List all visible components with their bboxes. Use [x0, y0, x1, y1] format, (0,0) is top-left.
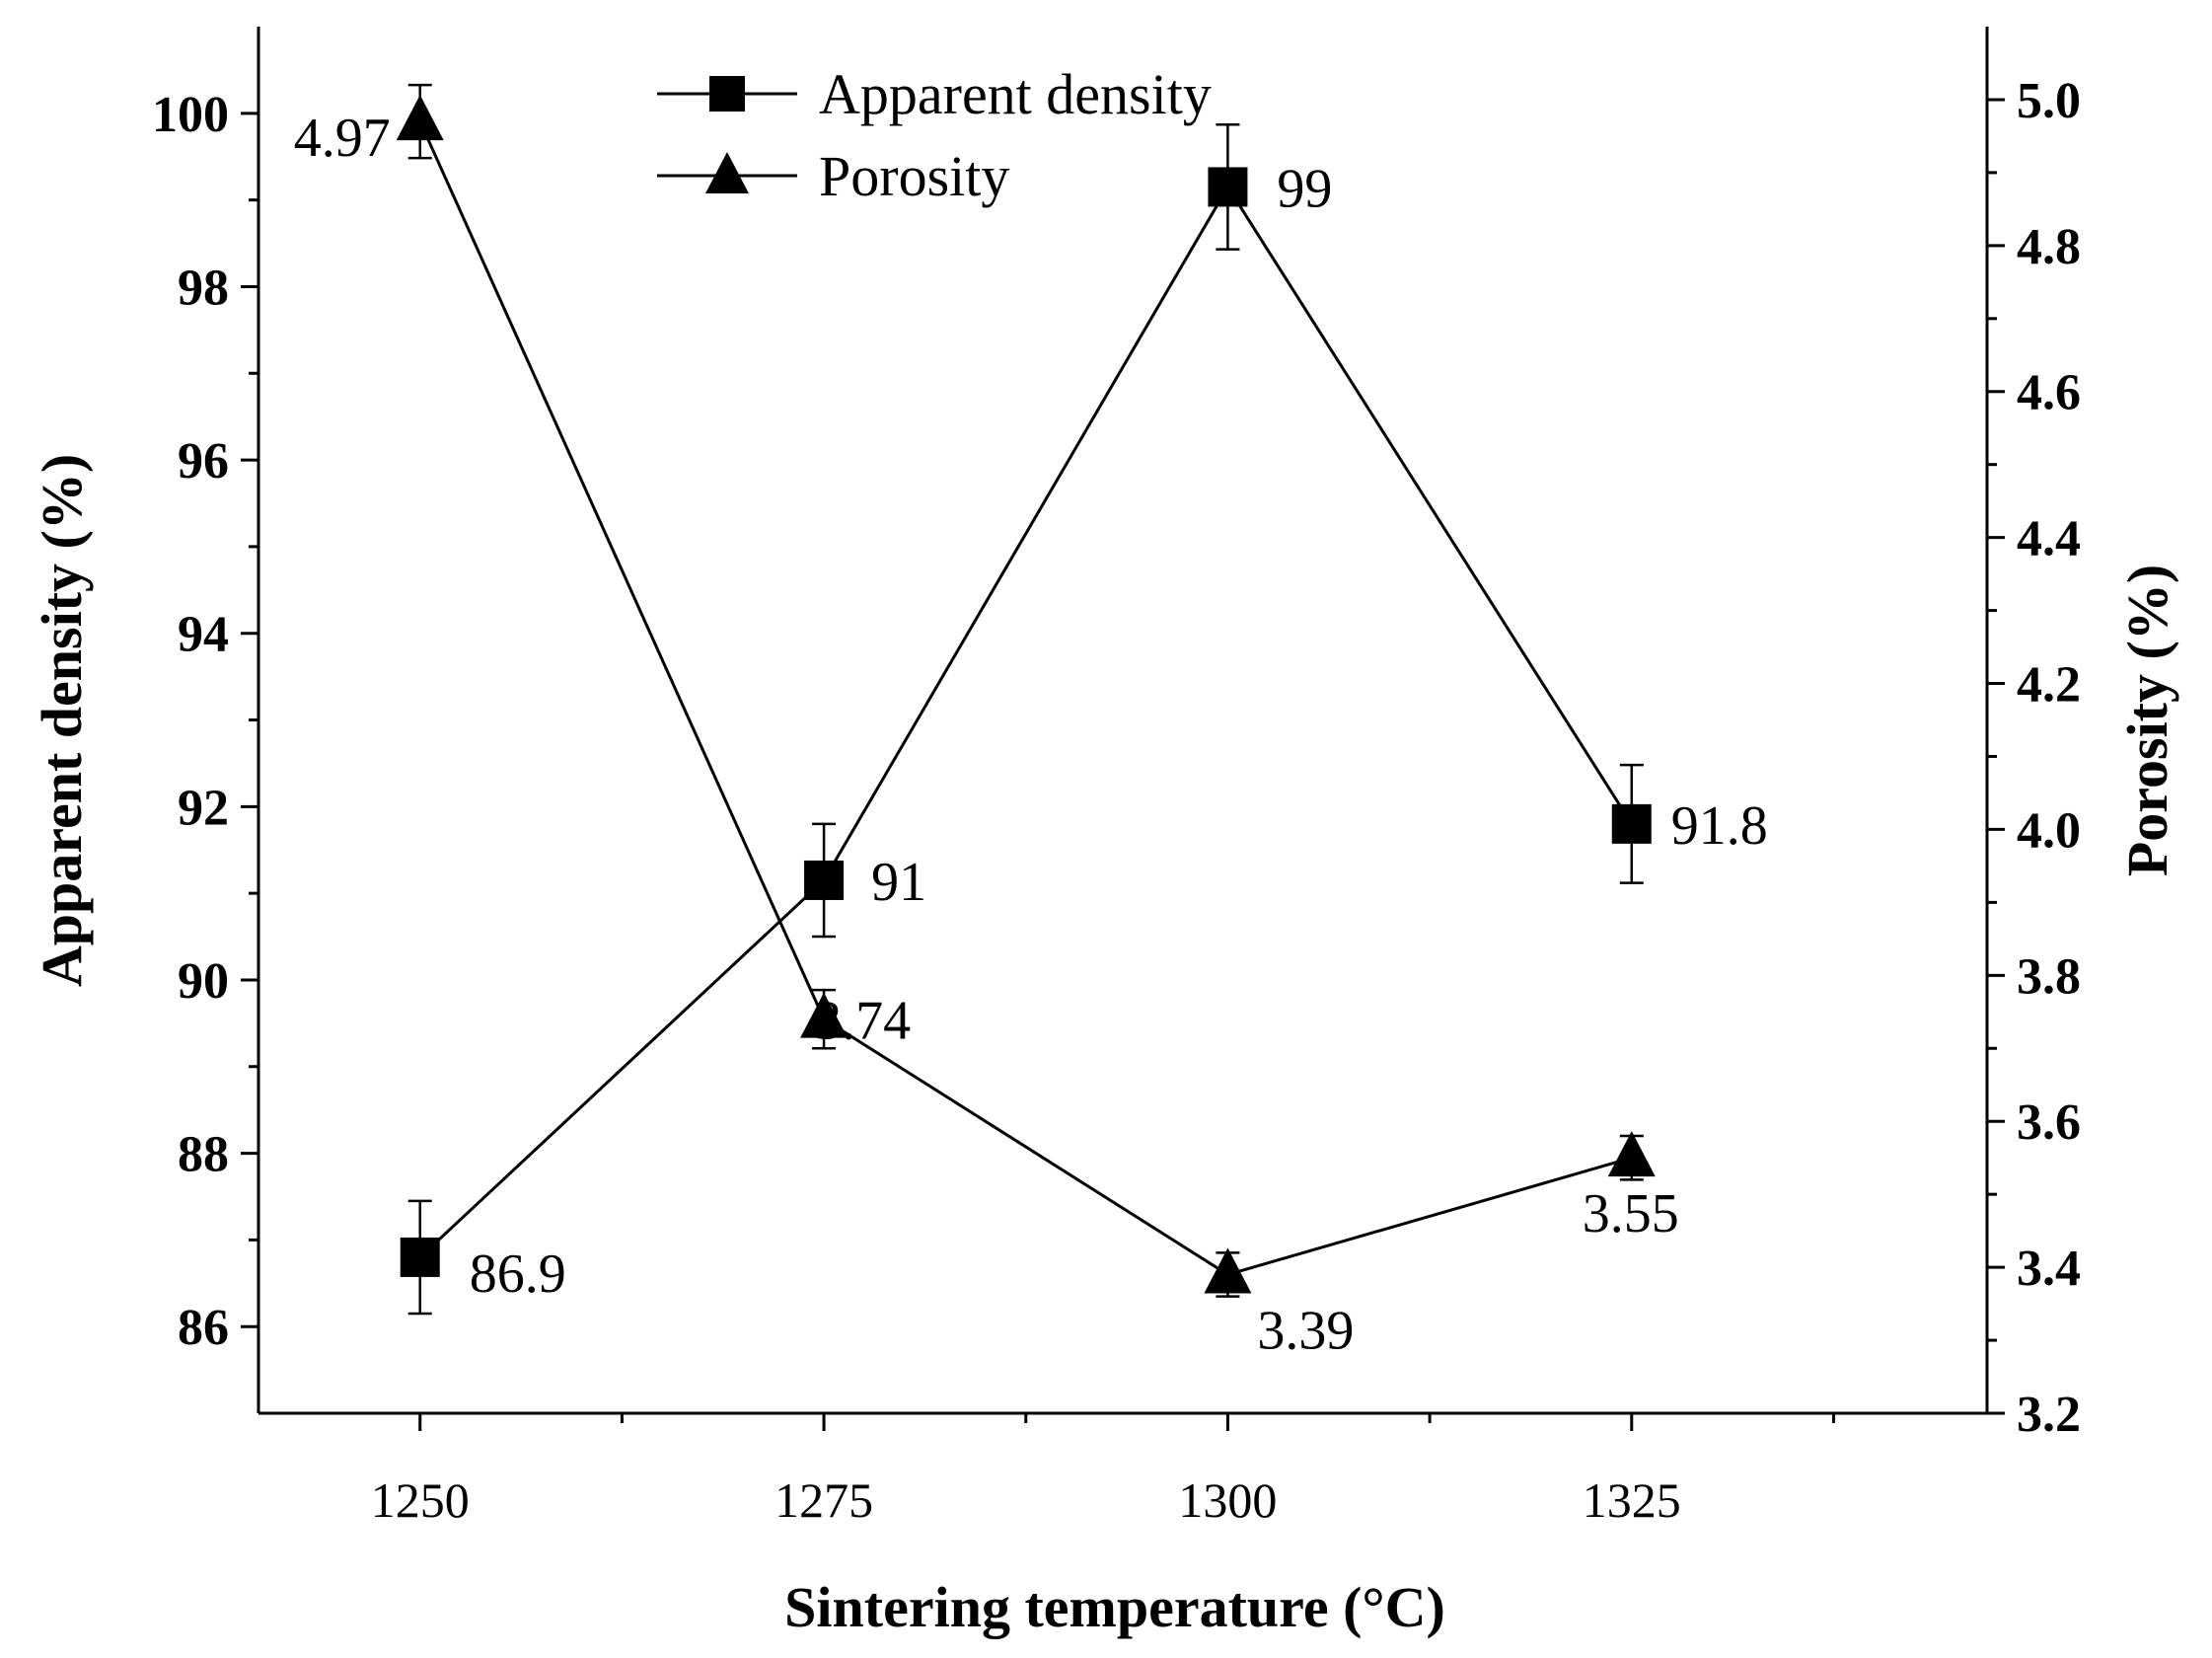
right-y-tick-label: 5.0 [2017, 73, 2081, 129]
right-y-tick-label: 4.2 [2017, 657, 2081, 714]
left-y-tick-label: 92 [178, 780, 229, 836]
right-y-tick-label: 3.4 [2017, 1241, 2081, 1297]
legend-marker-triangle [705, 152, 749, 193]
series-line-porosity [418, 120, 1633, 1277]
series-line-apparent-density [418, 184, 1634, 1259]
right-y-tick-label: 4.6 [2017, 365, 2081, 421]
data-label: 91.8 [1671, 795, 1768, 857]
triangle-marker [1204, 1247, 1252, 1294]
legend-marker-square [709, 76, 745, 112]
square-marker [1611, 803, 1652, 844]
triangle-marker [1607, 1131, 1656, 1177]
x-tick-label: 1250 [371, 1472, 470, 1528]
left-y-axis-title: Apparent density (%) [30, 454, 94, 987]
right-y-tick-label: 4.0 [2017, 802, 2081, 859]
legend-label-apparent-density: Apparent density [819, 62, 1212, 126]
right-y-tick-label: 4.8 [2017, 219, 2081, 275]
left-y-tick-label: 88 [178, 1127, 229, 1183]
legend-label-porosity: Porosity [819, 144, 1009, 208]
data-label: 86.9 [470, 1244, 566, 1305]
left-y-tick-label: 100 [152, 87, 229, 143]
x-tick-label: 1275 [774, 1472, 873, 1528]
x-axis-title: Sintering temperature (°C) [784, 1575, 1445, 1639]
x-tick-label: 1300 [1178, 1472, 1277, 1528]
data-label: 3.55 [1583, 1183, 1679, 1244]
series-layer [396, 83, 1656, 1316]
triangle-marker [800, 992, 848, 1038]
data-label: 3.74 [814, 991, 911, 1052]
right-y-tick-label: 3.6 [2017, 1094, 2081, 1151]
data-label: 99 [1277, 158, 1332, 219]
data-label: 4.97 [294, 108, 391, 169]
left-y-tick-label: 86 [178, 1300, 229, 1356]
left-y-tick-label: 96 [178, 433, 229, 490]
axes-layer: 86 88 90 92 94 96 98 100 3.2 3.4 3.6 3.8 4.0 4.2 4.4 4.… [152, 27, 2081, 1528]
right-y-tick-label: 3.2 [2017, 1387, 2081, 1443]
data-label: 3.39 [1257, 1301, 1354, 1362]
left-y-tick-label: 98 [178, 260, 229, 316]
right-y-tick-label: 3.8 [2017, 948, 2081, 1005]
data-labels-layer: 86.9 91 99 91.8 4.97 3.74 3.39 3.55 [294, 108, 1768, 1361]
x-tick-label: 1325 [1583, 1472, 1681, 1528]
left-y-tick-label: 94 [178, 607, 229, 663]
triangle-marker [396, 95, 444, 141]
legend: Apparent density Porosity [657, 62, 1212, 208]
square-marker [804, 860, 845, 900]
data-label: 91 [871, 852, 926, 913]
right-y-tick-label: 4.4 [2017, 511, 2081, 567]
left-y-tick-label: 90 [178, 953, 229, 1010]
right-y-axis-title: Porosity (%) [2115, 565, 2179, 876]
square-marker [1208, 167, 1248, 207]
square-marker [400, 1237, 440, 1277]
